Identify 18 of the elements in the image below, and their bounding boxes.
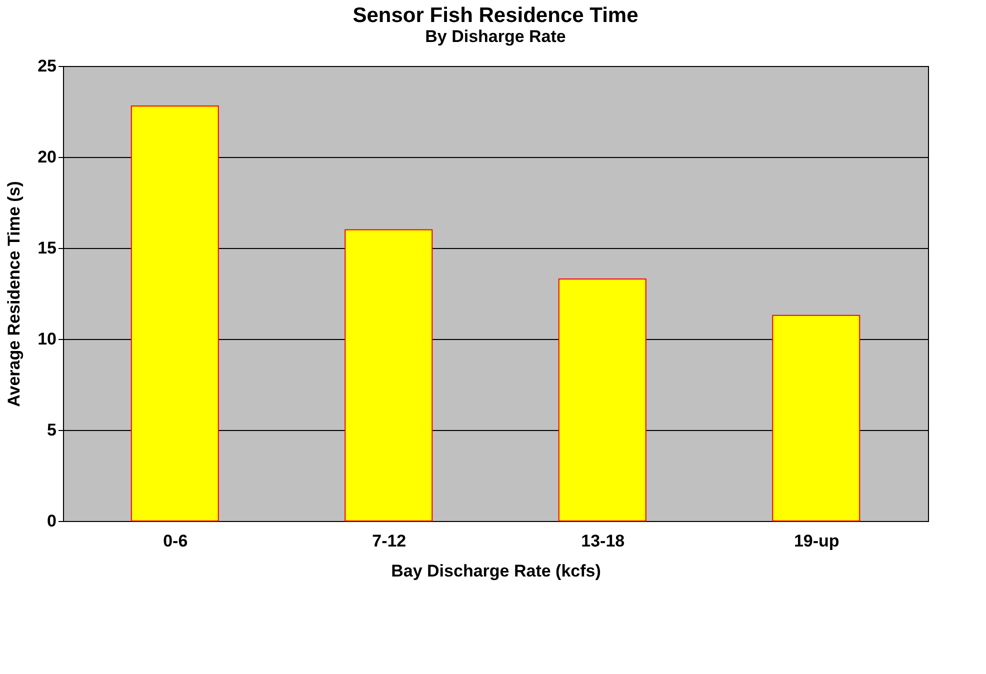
x-tick-label: 19-up bbox=[794, 532, 840, 550]
x-tick-label: 0-6 bbox=[163, 532, 188, 550]
y-tick-label: 0 bbox=[47, 512, 56, 530]
y-tick-label: 5 bbox=[47, 420, 56, 440]
y-axis-title: Average Residence Time (s) bbox=[4, 181, 24, 407]
bar bbox=[558, 278, 646, 522]
bar bbox=[130, 106, 219, 522]
chart-title: Sensor Fish Residence Time bbox=[352, 4, 638, 27]
chart-subtitle: By Disharge Rate bbox=[425, 27, 566, 46]
x-axis-title: Bay Discharge Rate (kcfs) bbox=[391, 562, 601, 580]
x-tick-label: 13-18 bbox=[581, 532, 625, 550]
y-tick-label: 20 bbox=[38, 148, 56, 166]
bar bbox=[344, 229, 433, 522]
y-tick-label: 25 bbox=[38, 56, 56, 76]
y-tick-label: 10 bbox=[38, 330, 56, 348]
bar bbox=[772, 314, 860, 522]
y-tick-label: 15 bbox=[38, 238, 56, 258]
x-tick-label: 7-12 bbox=[372, 532, 406, 550]
